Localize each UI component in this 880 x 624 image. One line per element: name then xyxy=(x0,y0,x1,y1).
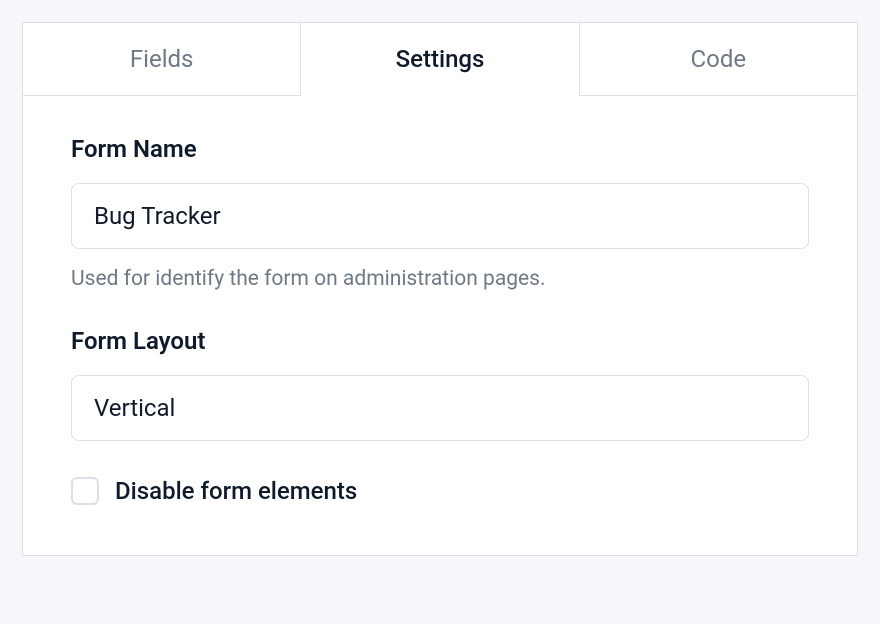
disable-elements-group: Disable form elements xyxy=(71,477,809,505)
tab-settings[interactable]: Settings xyxy=(300,22,578,96)
disable-elements-checkbox[interactable] xyxy=(71,477,99,505)
tab-fields-label: Fields xyxy=(130,45,194,73)
tab-bar: Fields Settings Code xyxy=(22,22,858,96)
disable-elements-label[interactable]: Disable form elements xyxy=(115,477,357,505)
tab-fields[interactable]: Fields xyxy=(22,22,300,96)
form-layout-group: Form Layout Vertical xyxy=(71,327,809,441)
tab-code-label: Code xyxy=(691,45,747,73)
form-layout-select[interactable]: Vertical xyxy=(71,375,809,441)
form-layout-value: Vertical xyxy=(94,394,175,422)
form-layout-select-wrapper: Vertical xyxy=(71,375,809,441)
tab-settings-label: Settings xyxy=(396,45,485,73)
form-name-input[interactable] xyxy=(71,183,809,249)
tab-code[interactable]: Code xyxy=(579,22,858,96)
form-name-group: Form Name Used for identify the form on … xyxy=(71,135,809,291)
tab-content: Form Name Used for identify the form on … xyxy=(22,95,858,556)
form-name-label: Form Name xyxy=(71,135,809,163)
form-layout-label: Form Layout xyxy=(71,327,809,355)
disable-elements-row: Disable form elements xyxy=(71,477,809,505)
settings-panel: Fields Settings Code Form Name Used for … xyxy=(22,22,858,602)
form-name-help: Used for identify the form on administra… xyxy=(71,267,809,291)
